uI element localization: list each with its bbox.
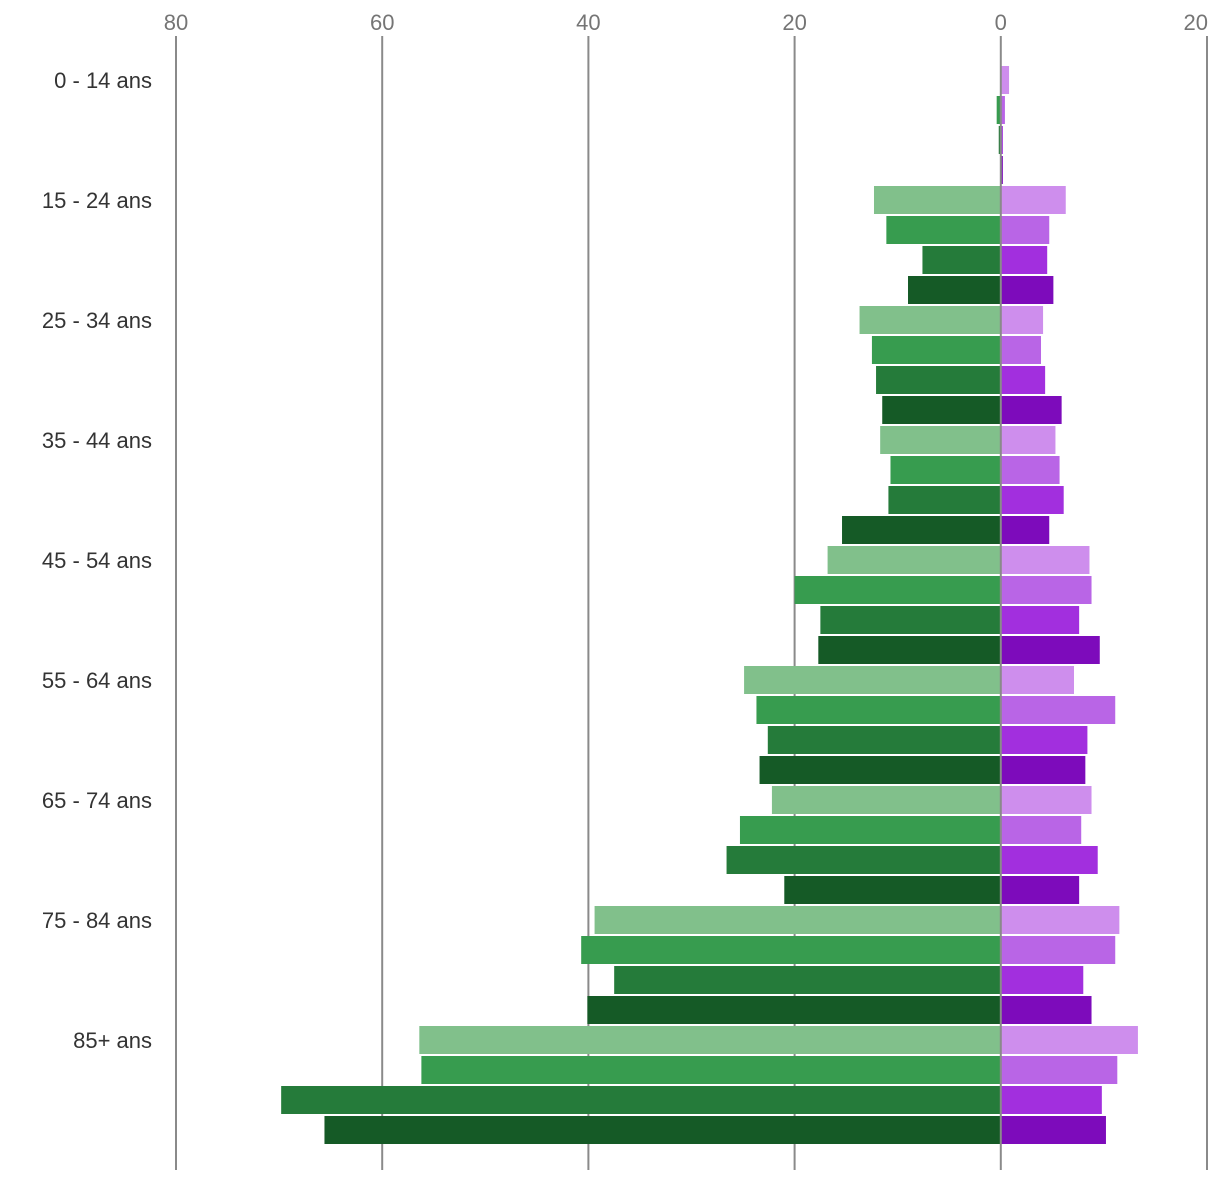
bar-left-7-0: [594, 906, 1001, 934]
bar-left-4-0: [827, 546, 1001, 574]
bar-left-3-0: [880, 426, 1001, 454]
bar-left-1-2: [922, 246, 1001, 274]
bar-right-3-0: [1000, 426, 1056, 454]
bar-right-1-2: [1000, 246, 1048, 274]
bar-left-1-0: [873, 186, 1001, 214]
bar-right-3-1: [1000, 456, 1060, 484]
bar-left-5-1: [756, 696, 1001, 724]
bars: [281, 66, 1138, 1144]
x-tick-label-5: 20: [1184, 10, 1208, 35]
bar-right-0-0: [1000, 66, 1010, 94]
bar-right-5-0: [1000, 666, 1075, 694]
x-tick-label-1: 60: [370, 10, 394, 35]
bar-left-3-1: [890, 456, 1001, 484]
bar-right-7-1: [1000, 936, 1116, 964]
bar-right-4-2: [1000, 606, 1080, 634]
bar-right-2-0: [1000, 306, 1044, 334]
bar-left-3-3: [842, 516, 1001, 544]
bar-left-4-3: [818, 636, 1001, 664]
bar-left-2-1: [871, 336, 1001, 364]
x-tick-label-0: 80: [164, 10, 188, 35]
category-label-2: 25 - 34 ans: [42, 308, 152, 333]
x-axis-tick-labels: 80 60 40 20 0 20: [164, 10, 1208, 35]
bar-right-5-1: [1000, 696, 1116, 724]
category-label-5: 55 - 64 ans: [42, 668, 152, 693]
bar-right-2-1: [1000, 336, 1042, 364]
category-label-6: 65 - 74 ans: [42, 788, 152, 813]
bar-right-4-3: [1000, 636, 1100, 664]
bar-left-4-1: [794, 576, 1001, 604]
bar-left-6-2: [726, 846, 1001, 874]
bar-left-1-1: [886, 216, 1001, 244]
bar-right-2-3: [1000, 396, 1062, 424]
bar-right-0-3: [1000, 156, 1003, 184]
bar-left-6-1: [739, 816, 1001, 844]
bar-left-7-3: [587, 996, 1001, 1024]
bar-left-5-3: [759, 756, 1001, 784]
bar-right-6-3: [1000, 876, 1080, 904]
bar-left-8-0: [419, 1026, 1001, 1054]
bar-left-1-3: [908, 276, 1001, 304]
x-tick-label-2: 40: [576, 10, 600, 35]
bar-right-8-3: [1000, 1116, 1106, 1144]
category-label-4: 45 - 54 ans: [42, 548, 152, 573]
bar-right-4-1: [1000, 576, 1092, 604]
bar-left-7-1: [581, 936, 1001, 964]
bar-left-0-1: [996, 96, 1001, 124]
bar-right-6-2: [1000, 846, 1098, 874]
bar-right-5-3: [1000, 756, 1086, 784]
bar-left-8-1: [421, 1056, 1001, 1084]
bar-right-7-2: [1000, 966, 1084, 994]
category-label-1: 15 - 24 ans: [42, 188, 152, 213]
category-label-0: 0 - 14 ans: [54, 68, 152, 93]
bar-left-2-2: [876, 366, 1001, 394]
bar-left-8-2: [281, 1086, 1001, 1114]
x-tick-label-3: 20: [782, 10, 806, 35]
bar-right-7-0: [1000, 906, 1120, 934]
bar-right-8-0: [1000, 1026, 1138, 1054]
bar-right-0-2: [1000, 126, 1003, 154]
bar-right-1-1: [1000, 216, 1050, 244]
bar-right-3-3: [1000, 516, 1050, 544]
bar-right-1-3: [1000, 276, 1054, 304]
category-label-8: 85+ ans: [73, 1028, 152, 1053]
bar-right-1-0: [1000, 186, 1066, 214]
bar-right-7-3: [1000, 996, 1092, 1024]
bar-left-4-2: [820, 606, 1001, 634]
bar-left-5-0: [744, 666, 1001, 694]
bar-left-6-3: [784, 876, 1001, 904]
category-labels: 0 - 14 ans 15 - 24 ans 25 - 34 ans 35 - 44 …: [42, 68, 152, 1053]
bar-left-6-0: [771, 786, 1001, 814]
bar-right-5-2: [1000, 726, 1088, 754]
category-label-3: 35 - 44 ans: [42, 428, 152, 453]
bar-left-5-2: [767, 726, 1001, 754]
bar-right-3-2: [1000, 486, 1064, 514]
bar-right-0-1: [1000, 96, 1005, 124]
bar-left-0-2: [998, 126, 1001, 154]
bar-right-6-0: [1000, 786, 1092, 814]
bar-left-3-2: [888, 486, 1001, 514]
bar-right-8-2: [1000, 1086, 1102, 1114]
x-tick-label-4: 0: [995, 10, 1007, 35]
bar-right-6-1: [1000, 816, 1082, 844]
bar-left-8-3: [324, 1116, 1001, 1144]
bar-right-4-0: [1000, 546, 1090, 574]
bar-left-2-3: [882, 396, 1001, 424]
bar-right-8-1: [1000, 1056, 1118, 1084]
bar-left-7-2: [614, 966, 1001, 994]
bar-left-2-0: [859, 306, 1001, 334]
bar-right-2-2: [1000, 366, 1046, 394]
category-label-7: 75 - 84 ans: [42, 908, 152, 933]
